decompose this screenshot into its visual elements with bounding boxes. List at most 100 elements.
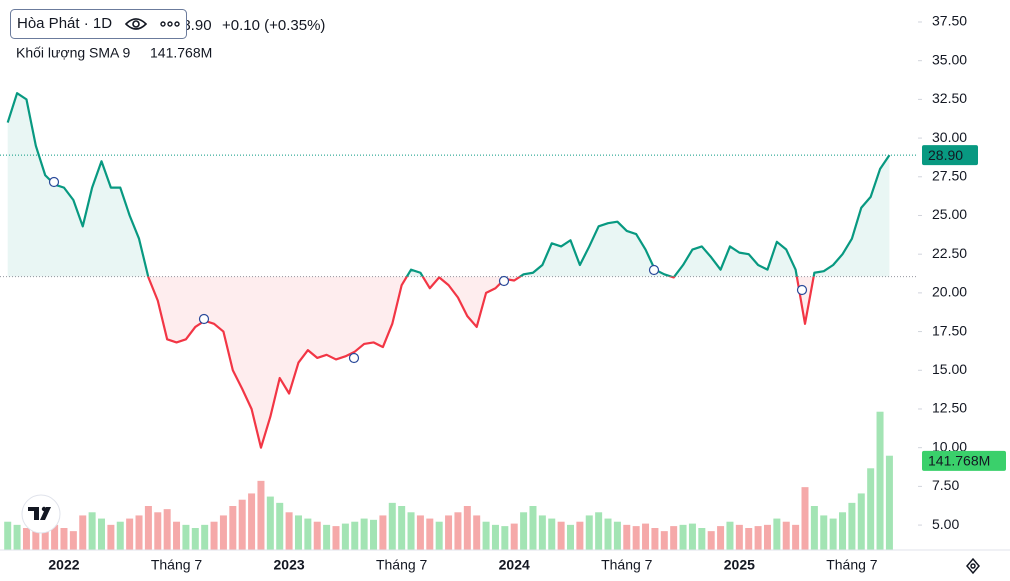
volume-bar: [867, 468, 875, 550]
y-tick-label: 35.00: [932, 51, 967, 67]
logo[interactable]: [21, 494, 61, 534]
volume-bar: [276, 502, 284, 550]
volume-sma-tag: [922, 450, 1006, 471]
volume-bar: [801, 487, 809, 550]
y-tick-label: 22.50: [932, 245, 967, 261]
area-fill-down: [148, 276, 814, 448]
volume-bar: [773, 518, 781, 550]
volume-bar: [13, 524, 21, 550]
volume-sma-tag-label: 141.768M: [928, 453, 990, 469]
y-tick-label: 12.50: [932, 400, 967, 416]
price-line-down: [147, 276, 815, 449]
volume-bar: [567, 524, 574, 550]
volume-bar: [294, 515, 302, 550]
y-tick-label: 17.50: [932, 322, 967, 338]
x-tick-label: Tháng 7: [151, 557, 203, 573]
volume-bar: [285, 512, 293, 550]
price-change: +0.10 (+0.35%): [222, 17, 325, 34]
volume-bar: [435, 521, 443, 550]
volume-bar: [698, 528, 706, 550]
volume-bar: [379, 515, 387, 550]
volume-bar: [248, 493, 256, 550]
volume-bar: [266, 496, 274, 550]
volume-legend: Khối lượng SMA 9: [16, 45, 130, 61]
volume-bar: [163, 509, 171, 550]
volume-bar: [219, 515, 227, 550]
x-tick-label: 2025: [724, 557, 755, 573]
volume-bar: [126, 518, 134, 550]
volume-bar: [754, 526, 762, 550]
volume-bar: [426, 518, 434, 550]
volume-bar: [360, 518, 368, 550]
volume-bar: [585, 515, 593, 550]
symbol-box[interactable]: [10, 9, 187, 39]
volume-bar: [792, 524, 800, 550]
volume-bar: [707, 531, 715, 550]
volume-bar: [22, 528, 30, 550]
volume-bar: [51, 524, 59, 550]
volume-bar: [191, 528, 199, 550]
volume-bar: [351, 521, 359, 550]
volume-bar: [398, 506, 406, 550]
volume-bar: [416, 515, 424, 550]
x-tick-label: Tháng 7: [376, 557, 428, 573]
volume-bar: [857, 493, 865, 550]
volume-bar: [604, 518, 612, 550]
x-tick-label: Tháng 7: [826, 557, 878, 573]
y-tick-label: 37.50: [932, 13, 967, 29]
volume-bar: [229, 506, 237, 550]
volume-bar: [642, 523, 650, 550]
volume-bar: [613, 521, 621, 550]
volume-bar: [332, 526, 340, 550]
volume-sma-value: 141.768M: [150, 45, 212, 61]
volume-bar: [313, 521, 321, 550]
volume-bar: [304, 518, 312, 550]
volume-bar: [323, 524, 331, 550]
x-tick-label: Tháng 7: [601, 557, 653, 573]
volume-bar: [651, 528, 659, 550]
volume-bar: [510, 523, 518, 550]
volume-bar: [445, 515, 453, 550]
volume-bar: [173, 521, 181, 550]
x-tick-label: 2022: [48, 557, 79, 573]
eye-icon[interactable]: [124, 18, 148, 30]
volume-bar: [154, 512, 162, 550]
volume-bar: [388, 502, 396, 550]
volume-bar: [876, 411, 884, 550]
volume-bar: [341, 523, 349, 550]
volume-bar: [548, 518, 556, 550]
volume-bar: [820, 515, 828, 550]
volume-bar: [257, 480, 265, 550]
more-icon[interactable]: [160, 21, 180, 27]
volume-bar: [839, 512, 847, 550]
volume-bar: [88, 512, 96, 550]
volume-bar: [763, 524, 771, 550]
volume-bar: [848, 502, 856, 550]
y-tick-label: 32.50: [932, 90, 967, 106]
volume-bar: [60, 528, 68, 550]
volume-bar: [238, 499, 246, 550]
volume-bar: [69, 531, 77, 550]
volume-bar: [201, 524, 209, 550]
volume-bar: [885, 455, 893, 550]
volume-bar: [79, 515, 87, 550]
y-tick-label: 30.00: [932, 129, 967, 145]
volume-bar: [679, 524, 687, 550]
settings-icon[interactable]: [966, 557, 980, 575]
volume-bar: [482, 521, 490, 550]
volume-bar: [32, 518, 40, 550]
volume-bar: [632, 526, 640, 550]
volume-bar: [576, 521, 584, 550]
volume-bar: [144, 506, 152, 550]
y-tick-label: 10.00: [932, 438, 967, 454]
event-markers[interactable]: [48, 176, 808, 364]
volume-bar: [660, 531, 668, 550]
volume-bar: [529, 506, 537, 550]
volume-bar: [829, 518, 837, 550]
symbol[interactable]: Hòa Phát · 1D: [17, 15, 112, 32]
x-tick-label: 2023: [274, 557, 305, 573]
area-fill-up: [7, 93, 890, 277]
volume-bar: [595, 512, 603, 550]
volume-bar: [670, 526, 678, 550]
